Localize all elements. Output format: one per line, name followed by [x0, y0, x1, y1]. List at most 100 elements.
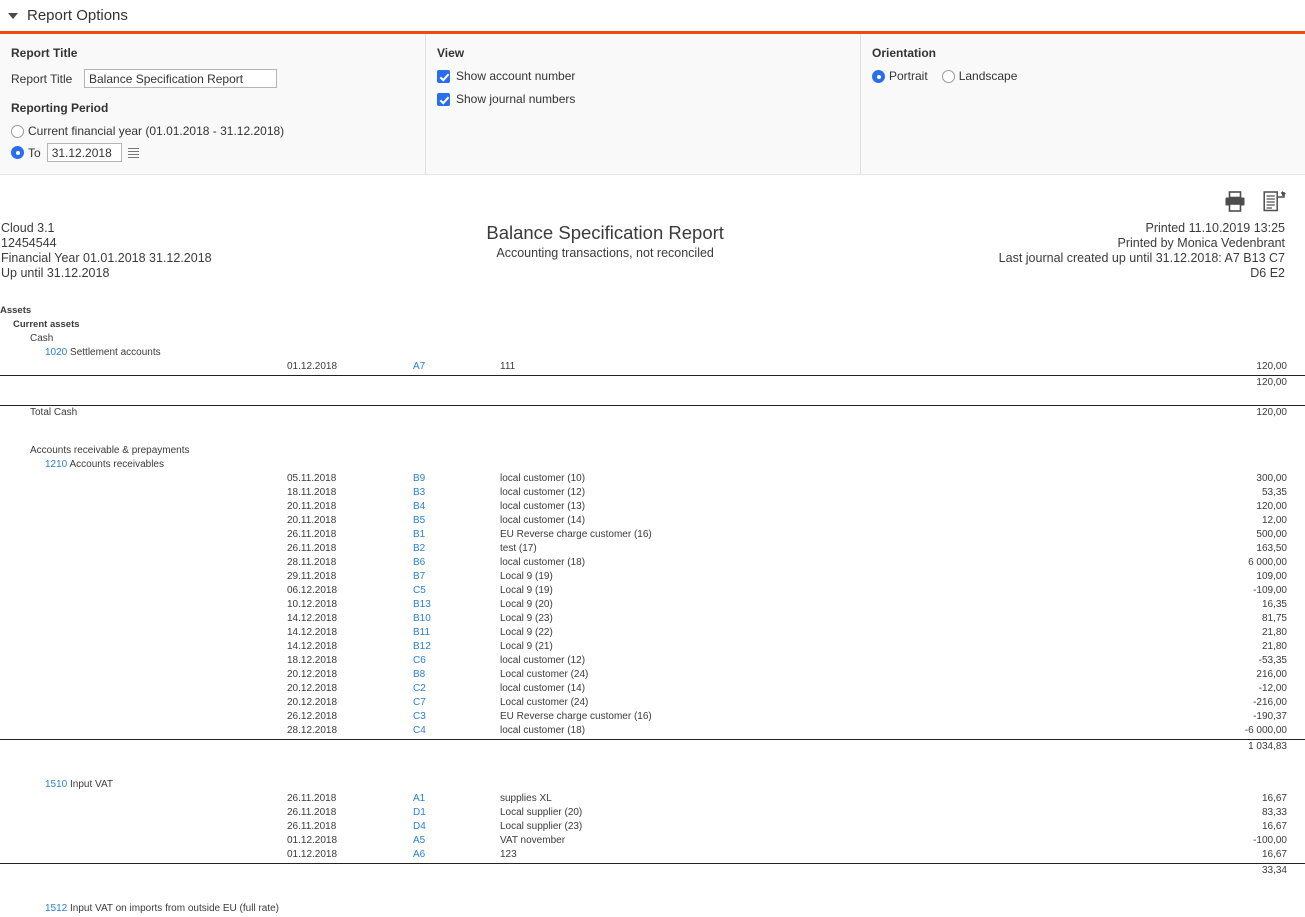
table-row: 01.12.2018 A5 VAT november -100,00	[0, 834, 1305, 848]
row-description: Local 9 (20)	[500, 599, 553, 610]
account-subtotal-1510: 33,34	[0, 864, 1305, 878]
row-amount: 16,67	[1261, 793, 1287, 804]
row-date: 20.12.2018	[287, 697, 338, 708]
spacer	[0, 754, 1305, 768]
row-journal[interactable]: B3	[413, 487, 426, 498]
row-description: Local 9 (22)	[500, 627, 553, 638]
export-document-icon[interactable]	[1263, 191, 1287, 217]
account-number[interactable]: 1210	[45, 459, 68, 470]
row-amount: 12,00	[1261, 515, 1287, 526]
radio-period-to[interactable]	[11, 146, 24, 159]
row-journal[interactable]: B8	[413, 669, 426, 680]
row-journal[interactable]: B10	[413, 613, 431, 624]
row-description: Local 9 (23)	[500, 613, 553, 624]
row-journal[interactable]: B7	[413, 571, 426, 582]
row-description: EU Reverse charge customer (16)	[500, 529, 652, 540]
transaction-list-1510: 26.11.2018 A1 supplies XL 16,67 26.11.2018 D…	[0, 792, 1305, 862]
table-row: 26.11.2018 B2 test (17) 163,50	[0, 542, 1305, 556]
row-journal[interactable]: B11	[413, 627, 431, 638]
row-amount: 83,33	[1261, 807, 1287, 818]
row-journal[interactable]: C4	[413, 725, 426, 736]
row-journal[interactable]: B5	[413, 515, 426, 526]
row-journal[interactable]: B6	[413, 557, 426, 568]
subtotal-amount: 1 034,83	[1248, 741, 1287, 752]
row-journal[interactable]: B13	[413, 599, 431, 610]
row-amount: 300,00	[1256, 473, 1287, 484]
checkbox-row-show-journal-numbers[interactable]: Show journal numbers	[437, 92, 860, 106]
row-amount: -53,35	[1258, 655, 1287, 666]
row-journal[interactable]: B1	[413, 529, 426, 540]
row-journal[interactable]: A6	[413, 849, 426, 860]
report-title-field-row: Report Title	[11, 69, 425, 88]
orientation-column: Orientation Portrait Landscape	[860, 34, 1305, 174]
account-number[interactable]: 1512	[45, 903, 68, 914]
row-journal[interactable]: C6	[413, 655, 426, 666]
orientation-portrait-option[interactable]: Portrait	[872, 69, 928, 83]
row-journal[interactable]: B12	[413, 641, 431, 652]
row-date: 01.12.2018	[287, 361, 338, 372]
row-amount: 120,00	[1256, 361, 1287, 372]
row-journal[interactable]: B4	[413, 501, 426, 512]
table-row: 20.12.2018 C2 local customer (14) -12,00	[0, 682, 1305, 696]
report-preview: Cloud 3.1 12454544 Financial Year 01.01.…	[0, 175, 1305, 917]
row-journal[interactable]: D1	[413, 807, 426, 818]
checkbox-row-show-account-number[interactable]: Show account number	[437, 69, 860, 83]
row-description: test (17)	[500, 543, 537, 554]
table-row: 05.11.2018 B9 local customer (10) 300,00	[0, 472, 1305, 486]
radio-landscape[interactable]	[941, 69, 955, 83]
row-journal[interactable]: A1	[413, 793, 426, 804]
row-journal[interactable]: B2	[413, 543, 426, 554]
statement-body: Assets Current assets Cash 1020 Settleme…	[0, 304, 1305, 917]
report-title-input[interactable]	[84, 69, 277, 88]
row-journal[interactable]: C5	[413, 585, 426, 596]
table-row: 10.12.2018 B13 Local 9 (20) 16,35	[0, 598, 1305, 612]
row-journal[interactable]: A7	[413, 361, 426, 372]
spacer	[0, 768, 1305, 778]
checkbox-show-journal-numbers[interactable]	[437, 92, 450, 106]
up-until: Up until 31.12.2018	[1, 266, 110, 280]
row-amount: 163,50	[1256, 543, 1287, 554]
checkbox-show-account-number[interactable]	[437, 69, 450, 83]
radio-portrait[interactable]	[872, 69, 885, 83]
row-journal[interactable]: A5	[413, 835, 426, 846]
subtotal-amount: 33,34	[1261, 865, 1287, 876]
account-number[interactable]: 1020	[45, 347, 68, 358]
divider	[0, 863, 1305, 864]
total-cash-row: Total Cash 120,00	[0, 406, 1305, 420]
account-subtotal-1210: 1 034,83	[0, 740, 1305, 754]
radio-current-financial-year[interactable]	[11, 124, 24, 138]
row-journal[interactable]: B9	[413, 473, 426, 484]
account-name: Input VAT on imports from outside EU (fu…	[70, 903, 280, 914]
table-row: 01.12.2018 A7 111 120,00	[0, 360, 1305, 374]
row-date: 26.11.2018	[287, 807, 337, 818]
report-header: Cloud 3.1 12454544 Financial Year 01.01.…	[0, 175, 1305, 281]
table-row: 18.12.2018 C6 local customer (12) -53,35	[0, 654, 1305, 668]
row-date: 14.12.2018	[287, 627, 338, 638]
account-number[interactable]: 1510	[45, 779, 68, 790]
row-date: 20.11.2018	[287, 501, 337, 512]
report-title-label: Report Title	[11, 71, 73, 86]
row-date: 20.12.2018	[287, 683, 338, 694]
account-subtotal-1020: 120,00	[0, 376, 1305, 390]
print-icon[interactable]	[1224, 191, 1246, 217]
row-amount: -100,00	[1253, 835, 1287, 846]
orientation-landscape-option[interactable]: Landscape	[941, 69, 1017, 83]
last-journal-line1: Last journal created up until 31.12.2018…	[998, 251, 1285, 265]
table-row: 14.12.2018 B12 Local 9 (21) 21,80	[0, 640, 1305, 654]
period-to-date-input[interactable]	[46, 143, 122, 162]
spacer	[0, 892, 1305, 902]
row-journal[interactable]: D4	[413, 821, 426, 832]
table-row: 26.12.2018 C3 EU Reverse charge customer (…	[0, 710, 1305, 724]
period-current-financial-year-option[interactable]: Current financial year (01.01.2018 - 31.…	[11, 124, 425, 138]
row-description: local customer (14)	[500, 683, 586, 694]
calendar-icon[interactable]	[127, 146, 140, 159]
row-description: local customer (12)	[500, 487, 586, 498]
report-options-header[interactable]: Report Options	[0, 0, 1305, 31]
divider	[0, 739, 1305, 740]
row-journal[interactable]: C2	[413, 683, 426, 694]
period-to-option[interactable]: To	[11, 143, 425, 162]
section-current-assets: Current assets	[13, 319, 80, 330]
row-journal[interactable]: C3	[413, 711, 426, 722]
divider	[0, 405, 1305, 406]
row-journal[interactable]: C7	[413, 697, 426, 708]
